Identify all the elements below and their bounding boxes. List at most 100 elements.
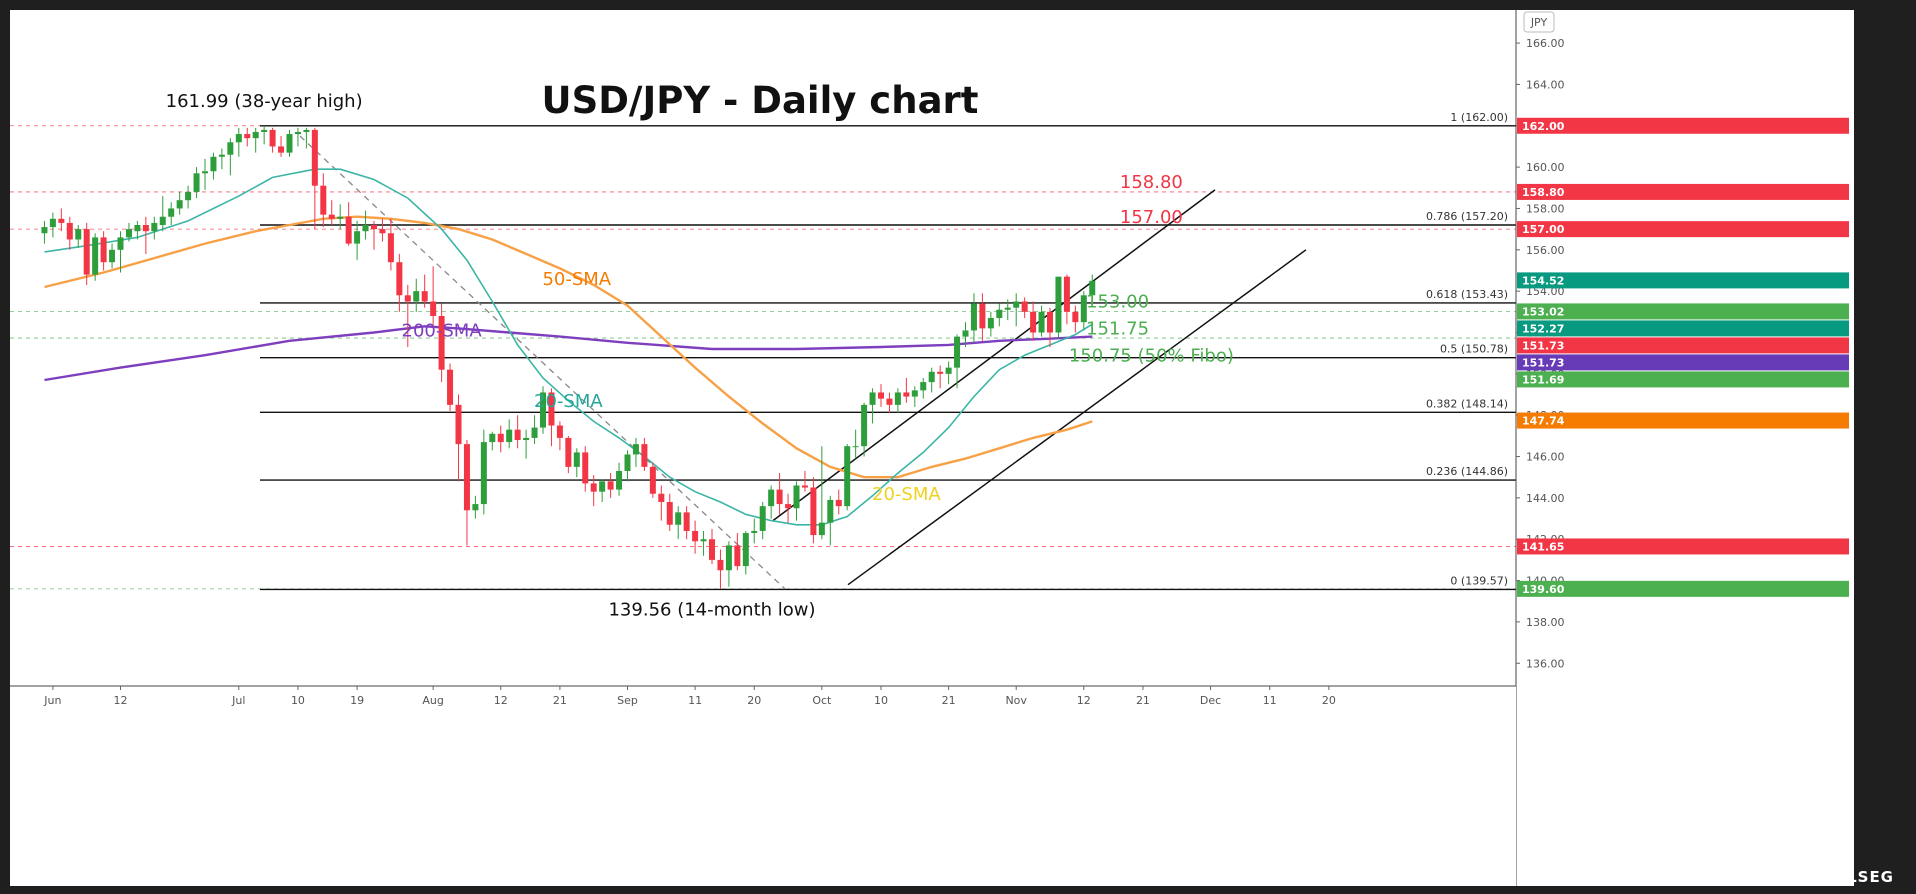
candle[interactable] xyxy=(675,506,682,540)
candle[interactable] xyxy=(565,435,572,474)
price-tag[interactable] xyxy=(1517,272,1849,289)
candle[interactable] xyxy=(658,485,665,521)
candle[interactable] xyxy=(480,429,487,515)
candle[interactable] xyxy=(337,204,344,230)
candle[interactable] xyxy=(92,233,99,281)
price-tag[interactable] xyxy=(1517,538,1849,555)
candle[interactable] xyxy=(286,129,293,157)
candle[interactable] xyxy=(125,222,132,242)
candle[interactable] xyxy=(252,127,259,153)
candle[interactable] xyxy=(540,386,546,434)
candle[interactable] xyxy=(827,495,834,546)
candle[interactable] xyxy=(573,448,580,478)
candle[interactable] xyxy=(261,125,268,145)
candle[interactable] xyxy=(590,475,597,507)
candle[interactable] xyxy=(185,185,192,209)
price-tag[interactable] xyxy=(1517,303,1849,320)
candle[interactable] xyxy=(548,388,555,447)
usdjpy-daily-chart[interactable]: 1 (162.00) 0.786 (157.20) 0.618 (153.43) 0.… xyxy=(10,10,1854,886)
candle[interactable] xyxy=(700,530,707,556)
price-tag[interactable] xyxy=(1517,580,1849,597)
candle[interactable] xyxy=(463,439,470,546)
candle[interactable] xyxy=(725,541,732,587)
candle[interactable] xyxy=(1080,291,1087,331)
candle[interactable] xyxy=(801,471,808,492)
candle[interactable] xyxy=(168,202,175,225)
candle[interactable] xyxy=(387,218,394,271)
candle[interactable] xyxy=(683,506,690,540)
candle[interactable] xyxy=(903,377,910,403)
candle[interactable] xyxy=(751,518,758,544)
candle[interactable] xyxy=(776,473,783,515)
candle[interactable] xyxy=(1089,274,1096,306)
candle[interactable] xyxy=(1038,305,1045,337)
candle[interactable] xyxy=(218,148,225,170)
candle[interactable] xyxy=(438,303,445,383)
candle[interactable] xyxy=(768,485,775,519)
candle[interactable] xyxy=(354,220,361,261)
candle[interactable] xyxy=(616,462,623,496)
candle[interactable] xyxy=(878,384,884,407)
candle[interactable] xyxy=(83,222,90,285)
candle[interactable] xyxy=(421,274,428,308)
candle[interactable] xyxy=(117,231,124,273)
candle[interactable] xyxy=(151,216,158,240)
candle[interactable] xyxy=(396,253,403,312)
candle[interactable] xyxy=(1030,301,1037,341)
candle[interactable] xyxy=(514,415,521,449)
candle[interactable] xyxy=(970,293,977,343)
chart-area[interactable]: 1 (162.00) 0.786 (157.20) 0.618 (153.43) 0.… xyxy=(10,10,1854,886)
candle[interactable] xyxy=(430,266,437,329)
candle[interactable] xyxy=(666,493,673,531)
price-tag[interactable] xyxy=(1517,320,1849,337)
candle[interactable] xyxy=(1004,299,1011,321)
candle[interactable] xyxy=(100,231,107,271)
candle[interactable] xyxy=(109,243,116,269)
candle[interactable] xyxy=(489,431,496,451)
candle[interactable] xyxy=(954,334,961,389)
candle[interactable] xyxy=(379,218,386,242)
candle[interactable] xyxy=(937,365,944,389)
channel-lower-line[interactable] xyxy=(847,249,1307,586)
candle[interactable] xyxy=(844,444,851,511)
candle[interactable] xyxy=(227,138,234,176)
candle[interactable] xyxy=(869,388,876,424)
candle[interactable] xyxy=(641,437,648,472)
candle[interactable] xyxy=(41,220,48,244)
price-tag[interactable] xyxy=(1517,354,1849,371)
candle[interactable] xyxy=(810,477,817,544)
candle[interactable] xyxy=(649,462,656,498)
candle[interactable] xyxy=(785,493,792,523)
candle[interactable] xyxy=(1021,297,1028,319)
candle[interactable] xyxy=(134,220,141,240)
candle[interactable] xyxy=(1047,307,1053,347)
candle[interactable] xyxy=(742,530,749,575)
candle[interactable] xyxy=(328,200,335,225)
candle[interactable] xyxy=(556,421,563,451)
candle[interactable] xyxy=(506,419,513,449)
candle[interactable] xyxy=(142,216,149,254)
candle[interactable] xyxy=(734,533,741,571)
candle[interactable] xyxy=(996,303,1003,327)
candle[interactable] xyxy=(278,136,285,157)
candle[interactable] xyxy=(1072,305,1079,333)
candle[interactable] xyxy=(58,208,65,232)
price-tag[interactable] xyxy=(1517,337,1849,354)
candle[interactable] xyxy=(1063,274,1070,325)
candle[interactable] xyxy=(1055,276,1062,339)
currency-badge[interactable] xyxy=(1523,11,1555,33)
candle[interactable] xyxy=(979,293,986,341)
price-tag[interactable] xyxy=(1517,183,1849,200)
candle[interactable] xyxy=(911,386,918,407)
price-tag[interactable] xyxy=(1517,371,1849,388)
downtrend-dashed-line[interactable] xyxy=(299,135,786,590)
candle[interactable] xyxy=(66,216,73,250)
candle[interactable] xyxy=(709,528,715,565)
candle[interactable] xyxy=(311,127,318,230)
candle[interactable] xyxy=(599,479,606,503)
candle[interactable] xyxy=(793,481,800,521)
candle[interactable] xyxy=(455,394,462,482)
price-tag[interactable] xyxy=(1517,117,1849,134)
candle[interactable] xyxy=(362,210,369,240)
candle[interactable] xyxy=(632,437,639,467)
